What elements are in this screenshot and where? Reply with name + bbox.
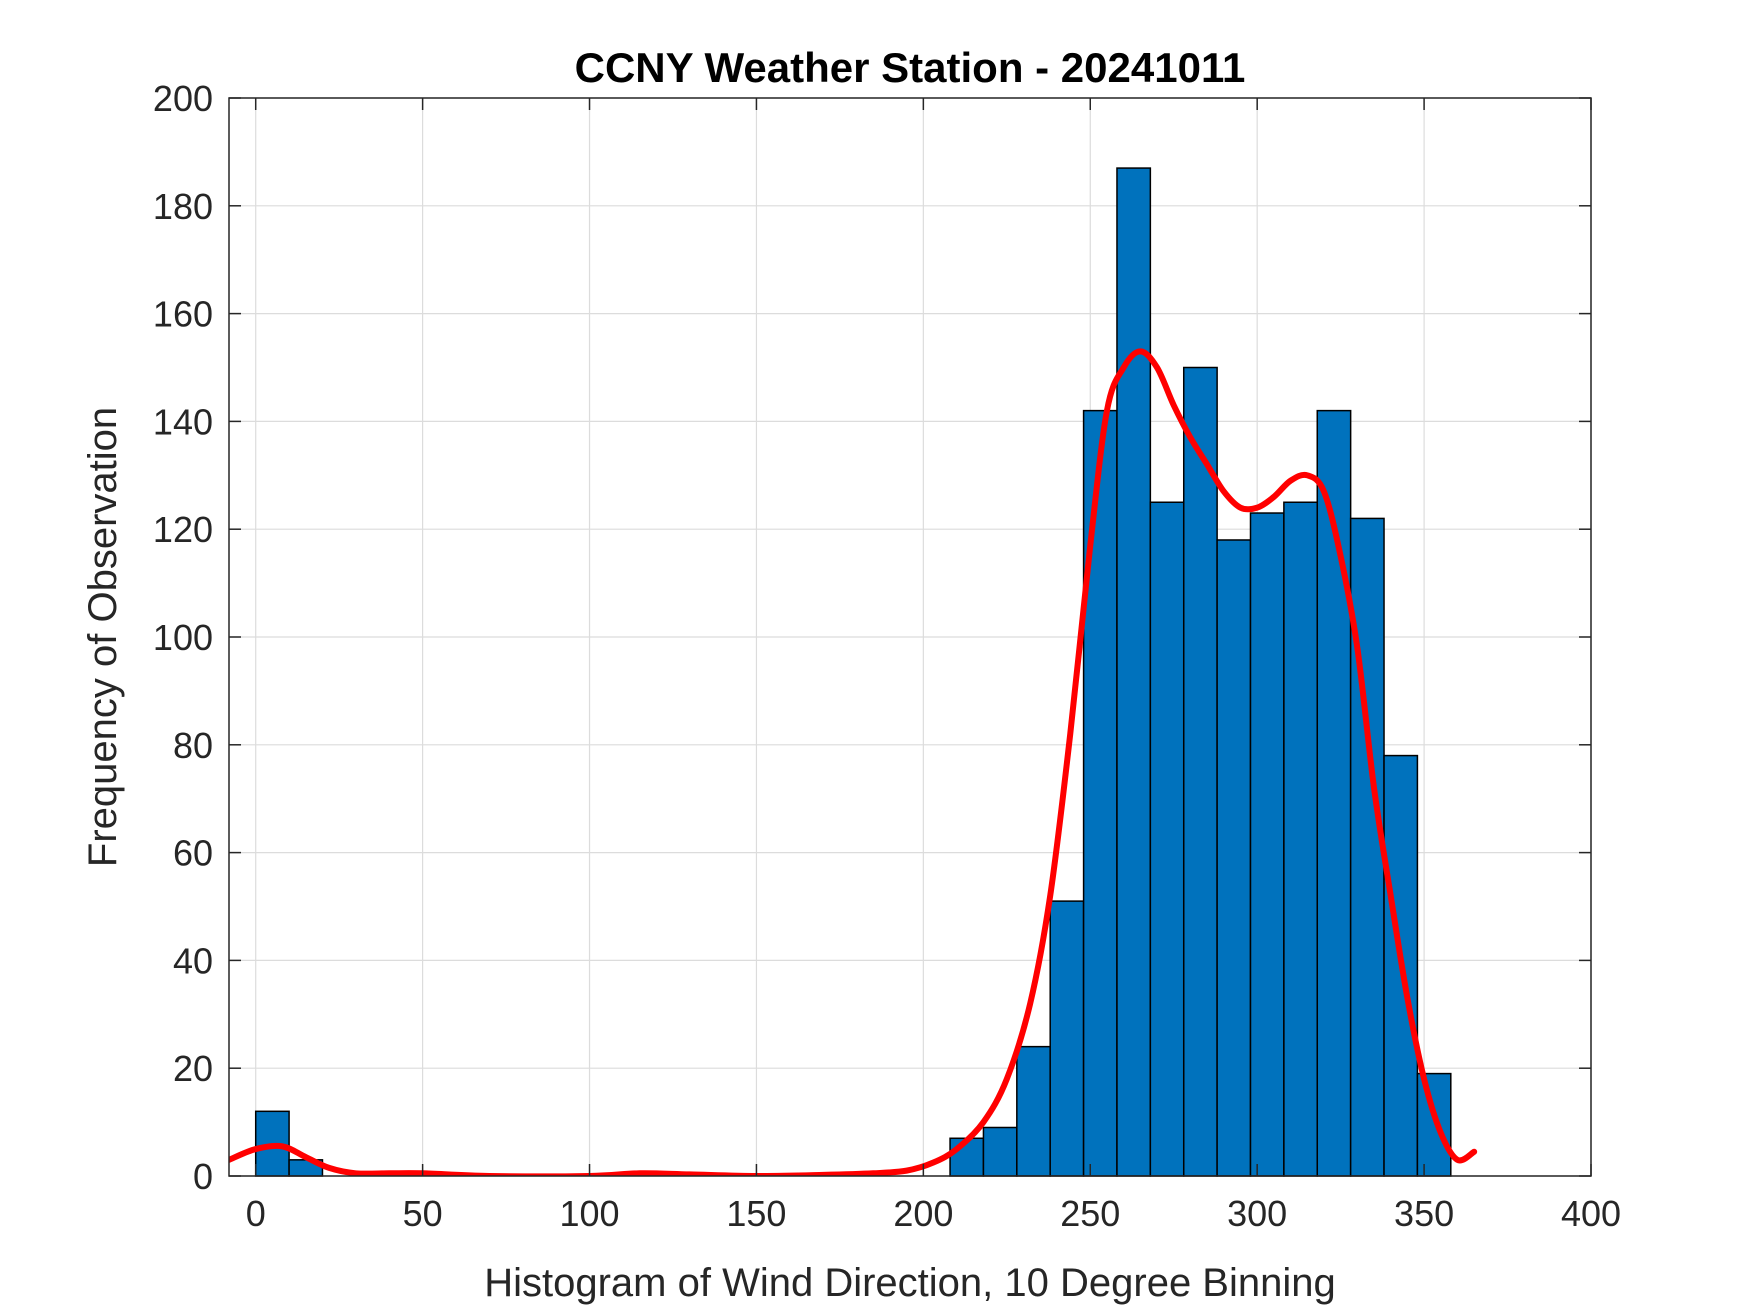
x-tick-label-5: 250 xyxy=(1060,1193,1120,1234)
histogram-bar-31 xyxy=(1283,501,1319,1177)
histogram-bar-26 xyxy=(1116,167,1152,1177)
x-tick-label-3: 150 xyxy=(726,1193,786,1234)
x-tick-label-2: 100 xyxy=(559,1193,619,1234)
x-tick-label-1: 50 xyxy=(403,1193,443,1234)
y-tick-label-6: 120 xyxy=(153,509,213,550)
y-tick-label-5: 100 xyxy=(153,617,213,658)
y-tick-label-9: 180 xyxy=(153,186,213,227)
x-axis-label: Histogram of Wind Direction, 10 Degree B… xyxy=(484,1261,1336,1305)
chart-title: CCNY Weather Station - 20241011 xyxy=(575,44,1246,91)
x-tick-labels: 0 50 100 150 200 250 300 350 400 xyxy=(246,1193,1621,1234)
y-tick-label-4: 80 xyxy=(173,725,213,766)
x-tick-label-4: 200 xyxy=(893,1193,953,1234)
y-tick-label-7: 140 xyxy=(153,401,213,442)
histogram-bar-30 xyxy=(1249,512,1285,1177)
density-curve-layer xyxy=(229,348,1478,1176)
x-tick-label-7: 350 xyxy=(1394,1193,1454,1234)
histogram-bar-23 xyxy=(1016,1045,1051,1177)
histogram-bar-22 xyxy=(982,1126,1018,1177)
histogram-bars xyxy=(254,167,1452,1177)
histogram-bar-33 xyxy=(1349,517,1385,1177)
y-tick-label-10: 200 xyxy=(153,78,213,119)
histogram-bar-27 xyxy=(1149,501,1185,1177)
histogram-bar-25 xyxy=(1082,409,1118,1177)
y-tick-label-2: 40 xyxy=(173,940,213,981)
x-tick-label-8: 400 xyxy=(1561,1193,1621,1234)
y-tick-labels: 0 20 40 60 80 100 120 140 160 180 200 xyxy=(153,78,213,1197)
axis-ticks xyxy=(229,97,1592,1177)
y-tick-label-8: 160 xyxy=(153,294,213,335)
x-tick-label-6: 300 xyxy=(1227,1193,1287,1234)
x-tick-label-0: 0 xyxy=(246,1193,266,1234)
histogram-bar-24 xyxy=(1049,900,1085,1177)
y-tick-label-0: 0 xyxy=(193,1156,213,1197)
histogram-bar-35 xyxy=(1416,1072,1452,1177)
histogram-bar-29 xyxy=(1216,539,1252,1177)
histogram-bar-28 xyxy=(1182,366,1218,1177)
y-tick-label-3: 60 xyxy=(173,833,213,874)
density-curve xyxy=(229,348,1478,1176)
y-axis-label: Frequency of Observation xyxy=(81,407,125,867)
y-tick-label-1: 20 xyxy=(173,1048,213,1089)
